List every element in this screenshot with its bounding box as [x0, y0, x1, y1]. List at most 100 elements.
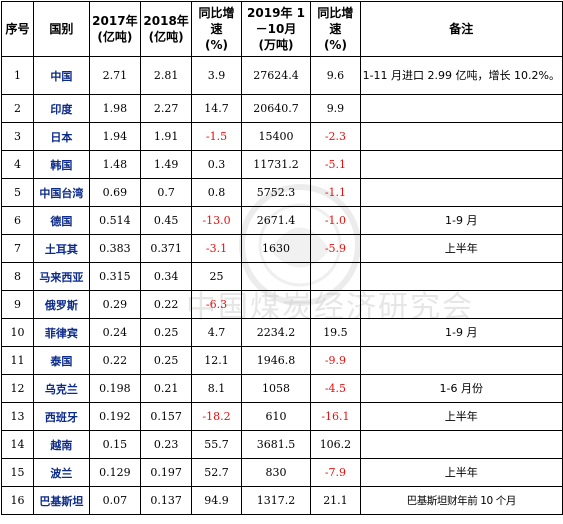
cell-2018: 0.137: [139, 486, 193, 515]
cell-yoy-2018: 8.1: [191, 374, 242, 403]
cell-country: 印度: [33, 94, 90, 123]
cell-note: 1-9 月: [359, 206, 563, 235]
col-header-yoy-2019: 同比增速 (%): [310, 1, 361, 57]
cell-no: 11: [0, 346, 35, 375]
cell-2019: 610: [240, 402, 312, 431]
cell-note: 1-6 月份: [359, 374, 563, 403]
cell-2019: 1630: [240, 234, 312, 263]
table-row: 9 俄罗斯 0.29 0.22 -6.3: [0, 290, 563, 319]
cell-2018: 0.22: [139, 290, 193, 319]
cell-no: 13: [0, 402, 35, 431]
col-header-country: 国别: [33, 1, 90, 57]
cell-yoy-2019: -5.1: [310, 150, 361, 179]
cell-2017: 0.15: [88, 430, 142, 459]
cell-2017: 0.383: [88, 234, 142, 263]
cell-yoy-2019: 19.5: [310, 318, 361, 347]
table-row: 11 泰国 0.22 0.25 12.1 1946.8 -9.9: [0, 346, 563, 375]
cell-note: [359, 178, 563, 207]
cell-2019: 830: [240, 458, 312, 487]
cell-note: 上半年: [359, 458, 563, 487]
table-row: 4 韩国 1.48 1.49 0.3 11731.2 -5.1: [0, 150, 563, 179]
cell-2019: 2234.2: [240, 318, 312, 347]
cell-no: 2: [0, 94, 35, 123]
cell-country: 中国台湾: [33, 178, 90, 207]
cell-country: 日本: [33, 122, 90, 151]
cell-2017: 0.07: [88, 486, 142, 515]
cell-2017: 0.198: [88, 374, 142, 403]
cell-note: 1-11 月进口 2.99 亿吨，增长 10.2%。: [359, 56, 563, 95]
cell-note: 上半年: [359, 234, 563, 263]
table-row: 15 波兰 0.129 0.197 52.7 830 -7.9 上半年: [0, 458, 563, 487]
col-header-2017: 2017年 (亿吨): [88, 1, 142, 57]
cell-note: [359, 150, 563, 179]
cell-2019: 3681.5: [240, 430, 312, 459]
cell-note: 巴基斯坦财年前 10 个月: [359, 486, 563, 515]
cell-2018: 0.157: [139, 402, 193, 431]
cell-2019: 1058: [240, 374, 312, 403]
cell-yoy-2018: -3.1: [191, 234, 242, 263]
cell-country: 泰国: [33, 346, 90, 375]
cell-country: 越南: [33, 430, 90, 459]
col-header-2019: 2019年 1－10月 (万吨): [240, 1, 312, 57]
cell-2017: 0.514: [88, 206, 142, 235]
cell-yoy-2018: 0.3: [191, 150, 242, 179]
cell-2017: 0.24: [88, 318, 142, 347]
cell-yoy-2019: -7.9: [310, 458, 361, 487]
cell-no: 3: [0, 122, 35, 151]
cell-2017: 0.22: [88, 346, 142, 375]
table-row: 13 西班牙 0.192 0.157 -18.2 610 -16.1 上半年: [0, 402, 563, 431]
cell-no: 9: [0, 290, 35, 319]
col-header-yoy-2018: 同比增速 (%): [191, 1, 242, 57]
cell-no: 4: [0, 150, 35, 179]
cell-2018: 2.81: [139, 56, 193, 95]
cell-yoy-2018: -18.2: [191, 402, 242, 431]
cell-country: 菲律宾: [33, 318, 90, 347]
cell-2019: 2671.4: [240, 206, 312, 235]
cell-2017: 0.129: [88, 458, 142, 487]
cell-yoy-2018: 25: [191, 262, 242, 291]
cell-yoy-2019: -16.1: [310, 402, 361, 431]
table-row: 5 中国台湾 0.69 0.7 0.8 5752.3 -1.1: [0, 178, 563, 207]
cell-no: 10: [0, 318, 35, 347]
cell-2019: [240, 290, 312, 319]
cell-2019: 11731.2: [240, 150, 312, 179]
cell-2018: 0.7: [139, 178, 193, 207]
table-row: 6 德国 0.514 0.45 -13.0 2671.4 -1.0 1-9 月: [0, 206, 563, 235]
header-row: 序号 国别 2017年 (亿吨) 2018年 (亿吨) 同比增速 (%) 2019年 …: [0, 1, 563, 57]
table-row: 7 土耳其 0.383 0.371 -3.1 1630 -5.9 上半年: [0, 234, 563, 263]
table-row: 12 乌克兰 0.198 0.21 8.1 1058 -4.5 1-6 月份: [0, 374, 563, 403]
cell-country: 马来西亚: [33, 262, 90, 291]
cell-no: 15: [0, 458, 35, 487]
cell-note: [359, 94, 563, 123]
col-header-no: 序号: [0, 1, 35, 57]
cell-2018: 0.45: [139, 206, 193, 235]
cell-country: 巴基斯坦: [33, 486, 90, 515]
cell-yoy-2019: 9.9: [310, 94, 361, 123]
cell-no: 6: [0, 206, 35, 235]
cell-2019: 20640.7: [240, 94, 312, 123]
cell-no: 14: [0, 430, 35, 459]
cell-2018: 0.371: [139, 234, 193, 263]
cell-country: 俄罗斯: [33, 290, 90, 319]
cell-yoy-2019: -4.5: [310, 374, 361, 403]
cell-country: 土耳其: [33, 234, 90, 263]
col-header-2018: 2018年 (亿吨): [139, 1, 193, 57]
cell-country: 韩国: [33, 150, 90, 179]
cell-2017: 2.71: [88, 56, 142, 95]
cell-yoy-2019: 9.6: [310, 56, 361, 95]
cell-note: 上半年: [359, 402, 563, 431]
cell-yoy-2019: 21.1: [310, 486, 361, 515]
table-row: 3 日本 1.94 1.91 -1.5 15400 -2.3: [0, 122, 563, 151]
cell-2018: 0.21: [139, 374, 193, 403]
cell-note: 1-9 月: [359, 318, 563, 347]
cell-2018: 0.25: [139, 318, 193, 347]
cell-yoy-2019: 106.2: [310, 430, 361, 459]
cell-2018: 0.197: [139, 458, 193, 487]
cell-2019: 1317.2: [240, 486, 312, 515]
cell-yoy-2018: 0.8: [191, 178, 242, 207]
cell-2018: 0.23: [139, 430, 193, 459]
cell-yoy-2018: 12.1: [191, 346, 242, 375]
cell-2018: 0.25: [139, 346, 193, 375]
cell-no: 1: [0, 56, 35, 95]
